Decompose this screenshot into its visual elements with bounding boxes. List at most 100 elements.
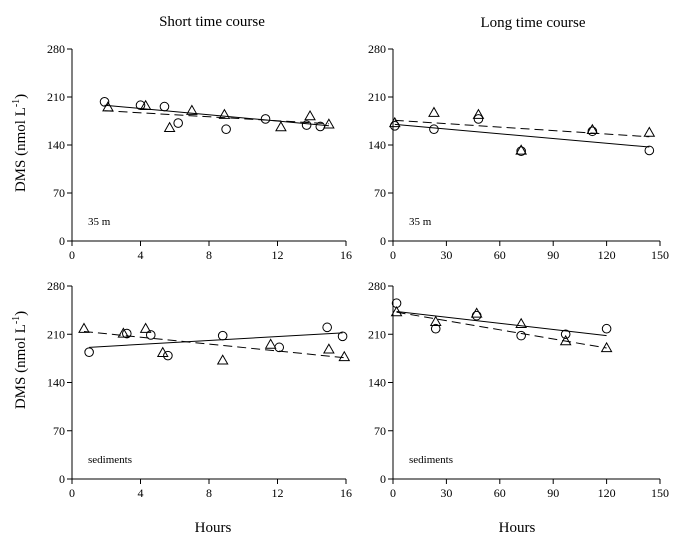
panel-3: 0 70 140 210 280 0 4 8 12 16 sediments <box>47 279 352 500</box>
circle-point <box>587 126 598 137</box>
panels: 0 70 140 210 280 0 4 8 12 16 35 m 0 70 140 210 280 0 30 60… <box>47 42 669 500</box>
y-tick-label: 0 <box>59 472 65 486</box>
circle-point <box>221 124 231 135</box>
panel-2: 0 70 140 210 280 0 30 60 90 120 150 35 m <box>368 42 669 262</box>
fit-line-solid <box>396 311 607 337</box>
circle-point <box>163 350 173 361</box>
circle-point <box>473 114 484 124</box>
circle-point <box>274 342 285 353</box>
x-tick-label: 0 <box>69 486 75 500</box>
triangle-point <box>643 126 656 137</box>
circle-point <box>173 118 183 128</box>
panel-label: sediments <box>88 454 132 466</box>
triangle-point <box>586 123 599 135</box>
circle-point <box>430 323 441 334</box>
triangle-point <box>304 109 316 121</box>
x-tick-label: 12 <box>272 248 284 262</box>
y-axis-title-superscript: -1 <box>11 99 22 107</box>
y-tick-label: 210 <box>47 327 65 341</box>
x-tick-label: 0 <box>390 248 396 262</box>
x-axis-title-left: Hours <box>195 520 232 536</box>
triangle-point <box>390 305 403 317</box>
circle-point <box>516 146 526 156</box>
x-tick-label: 0 <box>69 248 75 262</box>
x-tick-label: 4 <box>138 486 144 500</box>
fit-line-dashed <box>104 110 329 125</box>
triangle-point <box>472 108 485 119</box>
triangle-point <box>156 346 169 357</box>
triangle-point <box>186 104 198 115</box>
circle-point <box>429 124 439 135</box>
x-tick-label: 8 <box>206 248 212 262</box>
y-tick-label: 280 <box>47 42 65 56</box>
triangle-point <box>559 334 572 346</box>
column-title-short: Short time course <box>159 14 265 30</box>
fit-line-dashed <box>396 311 607 349</box>
y-tick-label: 210 <box>368 90 386 104</box>
triangle-point <box>323 118 335 129</box>
circle-point <box>516 330 526 341</box>
x-tick-label: 90 <box>547 486 559 500</box>
circle-point <box>337 331 348 342</box>
y-axis-title-bottom: DMS (nmol L-1) <box>11 311 29 409</box>
y-tick-label: 140 <box>368 376 386 390</box>
triangle-point <box>388 116 401 128</box>
triangle-point <box>275 120 287 132</box>
triangle-point <box>139 99 152 111</box>
y-tick-label: 140 <box>368 138 386 152</box>
x-tick-label: 120 <box>598 248 616 262</box>
fit-line-solid <box>104 104 329 127</box>
panel-1: 0 70 140 210 280 0 4 8 12 16 35 m <box>47 42 352 262</box>
x-tick-label: 120 <box>598 486 616 500</box>
circle-point <box>301 120 312 130</box>
column-title-long: Long time course <box>481 15 586 31</box>
y-tick-label: 140 <box>47 376 65 390</box>
triangle-point <box>515 144 528 155</box>
y-axis-title-top: DMS (nmol L-1) <box>11 94 29 192</box>
y-axis-title-close: ) <box>13 311 29 316</box>
circle-point <box>601 323 612 334</box>
panel-label: sediments <box>409 454 453 466</box>
x-axis-title-right: Hours <box>499 520 536 536</box>
circle-point <box>159 101 170 112</box>
circle-point <box>84 347 94 357</box>
y-tick-label: 70 <box>53 424 65 438</box>
circle-point <box>260 114 271 124</box>
fit-line-dashed <box>394 119 650 138</box>
triangle-point <box>515 317 528 329</box>
x-tick-label: 16 <box>340 486 352 500</box>
x-tick-label: 90 <box>547 248 559 262</box>
y-tick-label: 140 <box>47 138 65 152</box>
triangle-point <box>102 101 114 112</box>
fit-line-solid <box>89 332 343 348</box>
y-axis-title-superscript: -1 <box>11 316 22 324</box>
circle-point <box>99 97 110 107</box>
y-tick-label: 280 <box>368 42 386 56</box>
triangle-point <box>218 108 231 119</box>
y-tick-label: 280 <box>47 279 65 293</box>
triangle-point <box>338 350 351 362</box>
fit-line-solid <box>394 123 650 148</box>
x-tick-label: 150 <box>651 248 669 262</box>
y-tick-label: 0 <box>380 234 386 248</box>
triangle-point <box>163 121 176 132</box>
triangle-point <box>323 343 335 354</box>
triangle-point <box>216 354 229 365</box>
x-tick-label: 16 <box>340 248 352 262</box>
triangle-point <box>117 327 130 338</box>
triangle-point <box>429 315 442 326</box>
triangle-point <box>139 322 152 333</box>
circle-point <box>122 328 132 339</box>
triangle-point <box>600 341 613 353</box>
panel-4: 0 70 140 210 280 0 30 60 90 120 150 sediments <box>368 279 669 500</box>
x-tick-label: 150 <box>651 486 669 500</box>
y-tick-label: 70 <box>374 186 386 200</box>
y-tick-label: 70 <box>53 186 65 200</box>
x-tick-label: 0 <box>390 486 396 500</box>
triangle-point <box>264 338 277 349</box>
circle-point <box>471 310 482 321</box>
y-axis-title-text: DMS (nmol L <box>13 324 29 409</box>
triangle-point <box>470 307 483 318</box>
circle-point <box>644 145 655 156</box>
